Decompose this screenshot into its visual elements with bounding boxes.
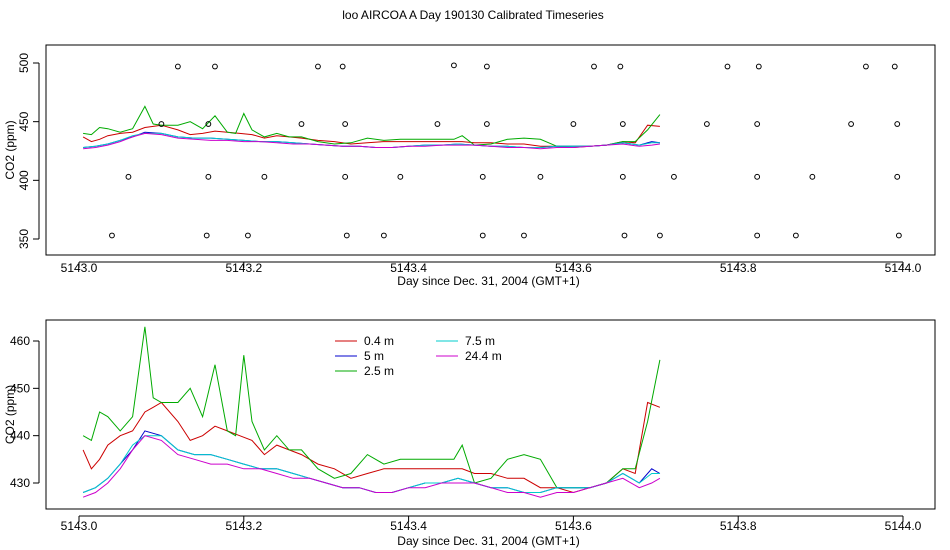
status-point xyxy=(174,63,181,70)
y-tick-label: 450 xyxy=(17,111,31,131)
x-tick-label: 5143.2 xyxy=(225,261,262,275)
x-tick-label: 5143.4 xyxy=(390,519,427,533)
series-line-2-5-m xyxy=(83,105,661,147)
x-tick-label: 5143.6 xyxy=(555,261,592,275)
status-point xyxy=(479,173,486,180)
status-point xyxy=(205,121,212,127)
y-tick-label: 440 xyxy=(10,429,30,443)
legend-label: 7.5 m xyxy=(465,334,495,348)
series-line-24-4-m xyxy=(83,132,660,150)
x-tick-label: 5143.6 xyxy=(555,519,592,533)
status-point xyxy=(315,63,321,70)
series-line-7-5-m xyxy=(82,435,660,493)
series-line-24-4-m xyxy=(82,435,661,498)
y-tick-label: 430 xyxy=(10,476,30,490)
plot-frame xyxy=(45,44,936,256)
x-tick-label: 5143.0 xyxy=(61,261,98,275)
status-point xyxy=(894,173,901,180)
status-point xyxy=(671,173,677,180)
status-point xyxy=(109,232,115,239)
legend: 0.4 m5 m2.5 m 7.5 m24.4 m xyxy=(335,334,502,378)
status-point xyxy=(451,62,457,69)
status-point xyxy=(863,63,869,70)
y-tick-label: 450 xyxy=(10,381,30,395)
status-point xyxy=(891,63,898,70)
status-point xyxy=(205,173,212,180)
status-point xyxy=(754,173,761,180)
series-line-2-5-m xyxy=(82,326,661,489)
x-tick-label: 5144.0 xyxy=(885,261,922,275)
status-point xyxy=(754,121,761,127)
status-point xyxy=(703,121,710,127)
status-point xyxy=(158,121,165,127)
series-line-5-m xyxy=(83,131,660,148)
status-point xyxy=(125,173,132,180)
plot-area xyxy=(82,326,661,498)
y-axis-label: CO2 (ppm) xyxy=(3,120,17,179)
status-point xyxy=(479,232,486,239)
status-point xyxy=(483,63,490,70)
legend-label: 0.4 m xyxy=(364,334,394,348)
x-tick-label: 5143.8 xyxy=(720,519,757,533)
y-tick-label: 460 xyxy=(10,334,30,348)
x-axis-label: Day since Dec. 31, 2004 (GMT+1) xyxy=(397,274,579,288)
status-point xyxy=(754,232,761,239)
status-point xyxy=(380,232,387,239)
legend-label: 5 m xyxy=(364,349,384,363)
status-point xyxy=(792,232,799,239)
status-point xyxy=(342,121,349,127)
status-point xyxy=(397,173,404,180)
status-point xyxy=(212,63,218,70)
plot-area xyxy=(82,62,902,239)
status-point xyxy=(619,121,626,127)
x-tick-label: 5143.4 xyxy=(390,261,427,275)
plot-frame xyxy=(45,319,936,510)
status-point xyxy=(755,63,762,70)
status-point xyxy=(724,63,731,70)
status-point xyxy=(570,121,577,127)
status-point xyxy=(848,121,854,127)
legend-label: 24.4 m xyxy=(465,349,502,363)
x-tick-label: 5144.0 xyxy=(885,519,922,533)
status-point xyxy=(434,121,441,127)
status-point xyxy=(521,232,527,239)
status-point xyxy=(339,63,346,70)
status-point xyxy=(619,173,626,180)
top-panel: 5143.0 5143.2 5143.4 5143.6 5143.8 5144.0 Day … xyxy=(3,44,936,288)
bottom-panel: 5143.0 5143.2 5143.4 5143.6 5143.8 5144.0 Day … xyxy=(3,319,936,548)
status-point xyxy=(657,232,663,239)
legend-label: 2.5 m xyxy=(364,364,394,378)
status-point xyxy=(537,173,544,180)
status-point xyxy=(621,232,628,239)
series-line-5-m xyxy=(82,430,661,493)
y-tick-label: 350 xyxy=(17,229,31,249)
status-point xyxy=(298,121,305,127)
y-axis-label: CO2 (ppm) xyxy=(3,385,17,444)
series-line-7-5-m xyxy=(83,132,660,148)
status-point xyxy=(591,63,597,70)
status-point xyxy=(894,121,901,127)
status-point xyxy=(203,232,210,239)
status-point xyxy=(343,232,350,239)
status-point xyxy=(617,63,624,70)
status-point xyxy=(261,173,268,180)
status-point xyxy=(245,232,251,239)
x-tick-label: 5143.8 xyxy=(720,261,757,275)
y-tick-label: 400 xyxy=(17,170,31,190)
y-tick-label: 500 xyxy=(17,53,31,73)
status-point xyxy=(809,173,816,180)
x-tick-label: 5143.2 xyxy=(225,519,262,533)
status-point xyxy=(895,232,902,239)
status-point xyxy=(342,173,349,180)
figure-title: loo AIRCOA A Day 190130 Calibrated Times… xyxy=(342,8,603,22)
status-point xyxy=(483,121,490,127)
x-axis-label: Day since Dec. 31, 2004 (GMT+1) xyxy=(397,534,579,548)
x-tick-label: 5143.0 xyxy=(61,519,98,533)
